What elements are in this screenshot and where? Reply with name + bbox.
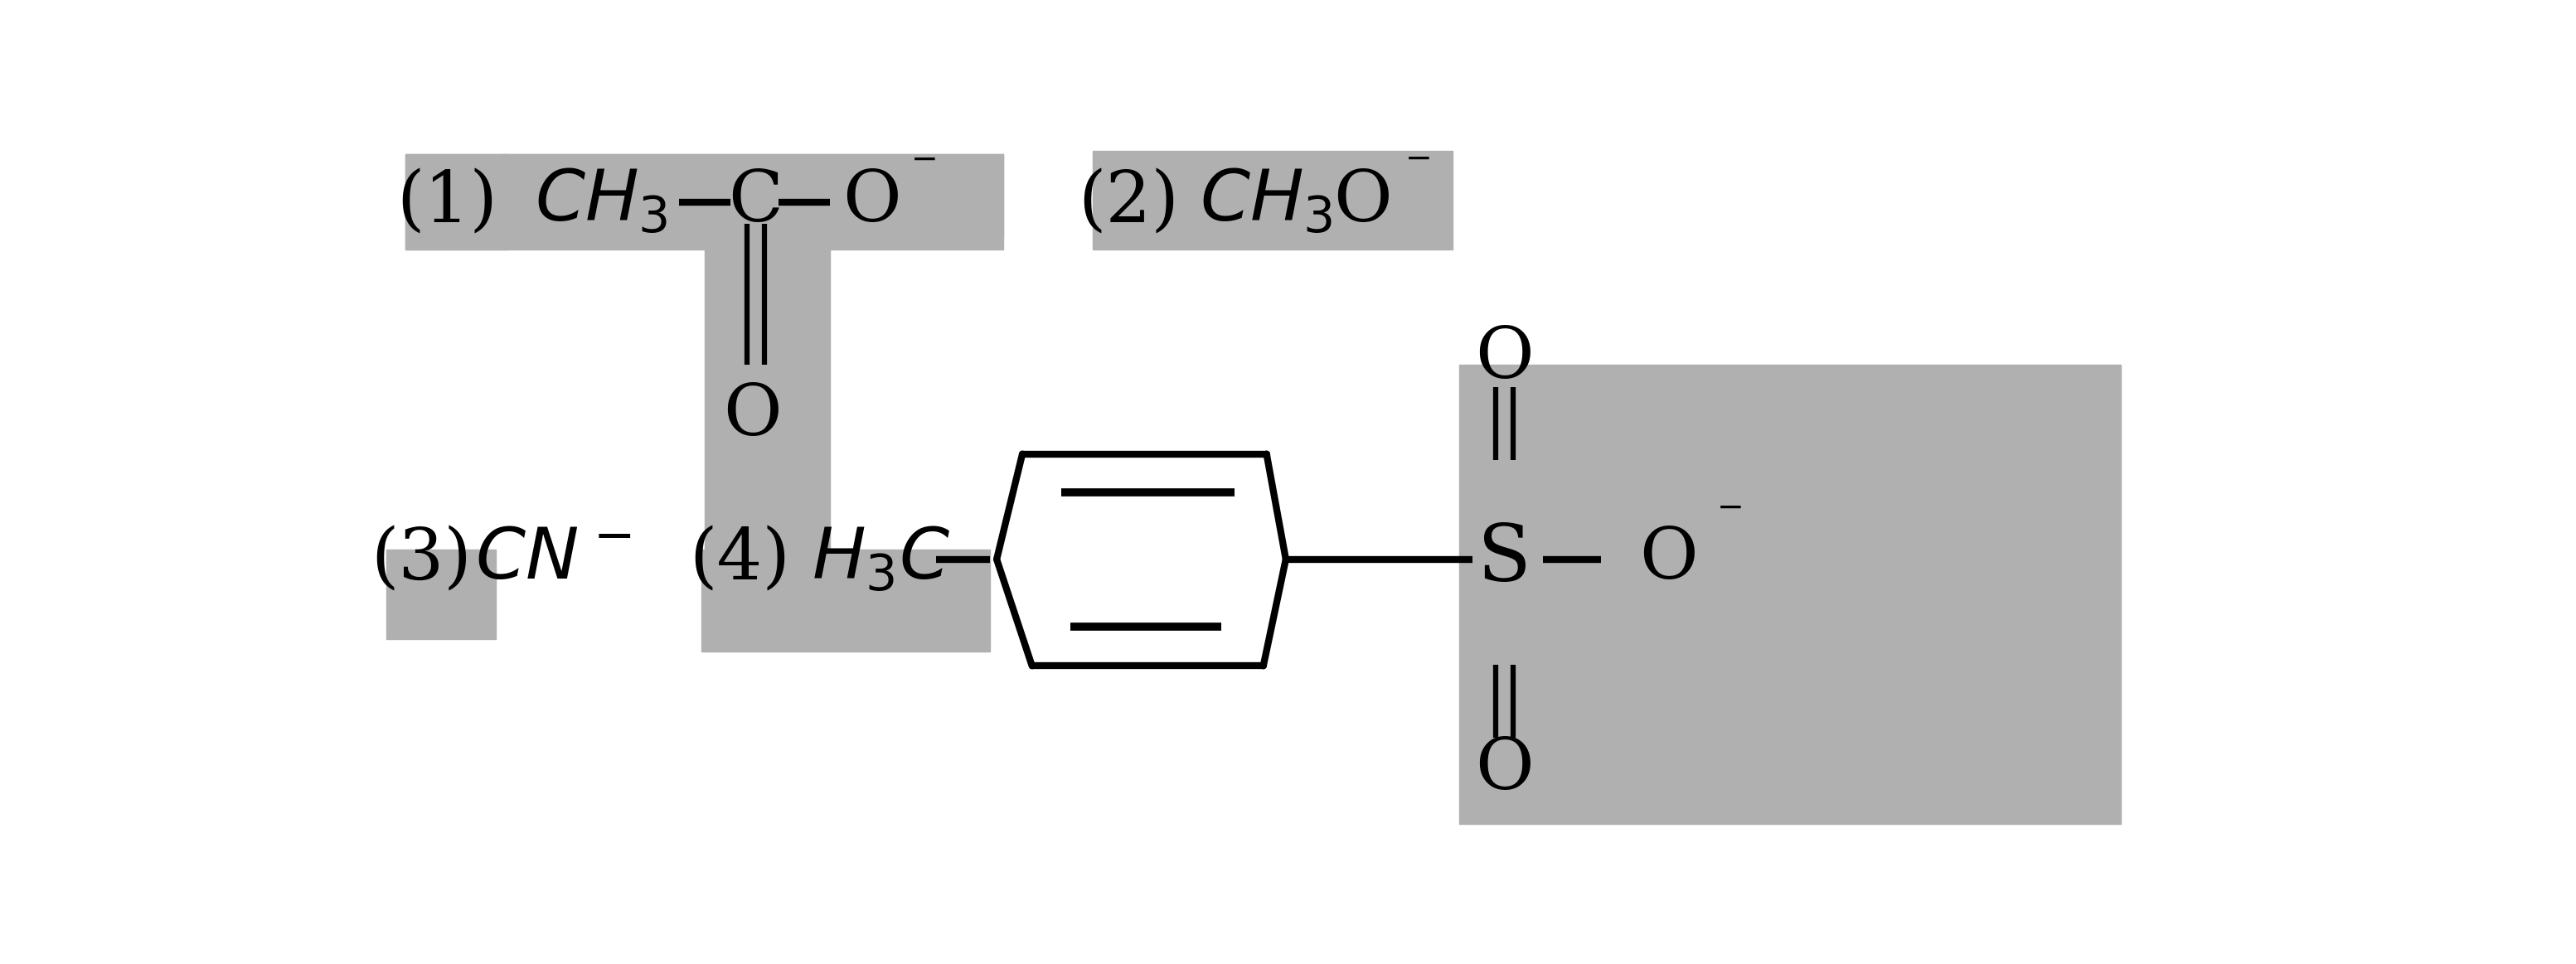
- Bar: [1092, 150, 1453, 250]
- Text: O: O: [1334, 168, 1391, 236]
- Text: $CH_3$: $CH_3$: [1200, 168, 1332, 236]
- Bar: [703, 237, 829, 562]
- Text: (4): (4): [690, 524, 791, 594]
- Bar: [386, 549, 495, 639]
- Text: $^-$: $^-$: [1399, 149, 1430, 195]
- Text: O: O: [1476, 736, 1533, 804]
- Text: C: C: [729, 168, 783, 236]
- Text: $^-$: $^-$: [1710, 498, 1741, 544]
- Text: O: O: [1476, 324, 1533, 392]
- Text: (1): (1): [397, 168, 497, 236]
- Text: O: O: [842, 168, 902, 236]
- Text: S: S: [1479, 521, 1530, 598]
- Text: O: O: [1638, 524, 1698, 594]
- Bar: [404, 154, 507, 250]
- Text: O: O: [724, 381, 781, 450]
- Text: $CH_3$: $CH_3$: [536, 168, 667, 236]
- Bar: [502, 154, 1002, 237]
- Text: $H_3C$: $H_3C$: [811, 524, 951, 594]
- Text: $^-$: $^-$: [904, 150, 935, 196]
- Bar: [1461, 364, 2120, 824]
- Bar: [404, 154, 1002, 250]
- Text: $CN^-$: $CN^-$: [474, 524, 631, 594]
- Bar: [701, 549, 989, 652]
- Text: (2): (2): [1077, 168, 1180, 236]
- Text: (3): (3): [371, 524, 471, 594]
